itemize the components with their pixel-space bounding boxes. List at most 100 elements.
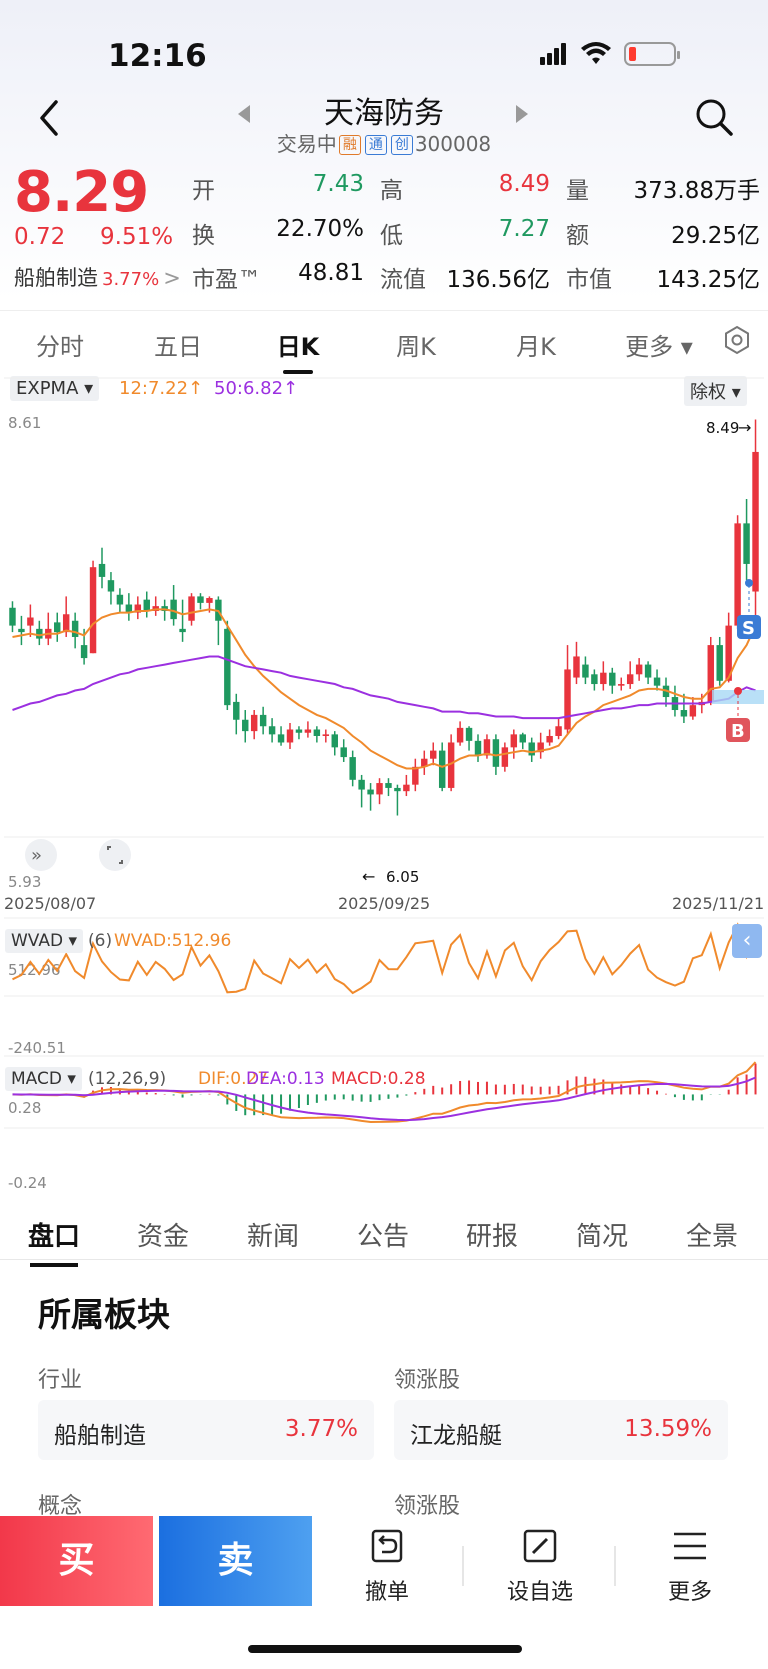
edit-icon bbox=[523, 1529, 557, 1563]
candle bbox=[197, 596, 204, 603]
stock-code: 300008 bbox=[414, 132, 492, 156]
more-button[interactable]: 更多 bbox=[630, 1528, 750, 1606]
content-tabs: 盘口 资金 新闻 公告 研报 简况 全景 bbox=[0, 1210, 768, 1267]
candle bbox=[546, 735, 553, 743]
fullscreen-button[interactable] bbox=[99, 839, 131, 871]
candle bbox=[716, 645, 723, 681]
add-watchlist-button[interactable]: 设自选 bbox=[480, 1528, 600, 1606]
battery-icon bbox=[624, 42, 680, 66]
tab-more[interactable]: 更多 ▾ bbox=[625, 333, 693, 361]
kline-chart[interactable]: 8.61 5.93 8.49 → ← 6.05 2025/08/07 2025/… bbox=[0, 370, 768, 1200]
candle bbox=[250, 714, 258, 732]
ema12-arrow-icon: ↑ bbox=[188, 378, 204, 399]
tab-announcements[interactable]: 公告 bbox=[357, 1222, 410, 1252]
candle bbox=[313, 729, 321, 736]
candle bbox=[98, 563, 106, 577]
prev-stock-arrow-icon[interactable] bbox=[238, 105, 250, 123]
tab-overview[interactable]: 全景 bbox=[686, 1222, 739, 1252]
candle bbox=[268, 726, 276, 735]
cancel-order-button[interactable]: 撤单 bbox=[327, 1528, 447, 1606]
connect-tag: 通 bbox=[364, 135, 387, 155]
wvad-line bbox=[12, 922, 757, 995]
industry-label: 行业 bbox=[38, 1368, 83, 1393]
open-value: 7.43 bbox=[312, 171, 364, 197]
sell-marker[interactable] bbox=[737, 615, 761, 639]
next-stock-arrow-icon[interactable] bbox=[516, 105, 528, 123]
candle bbox=[438, 750, 446, 788]
candle bbox=[501, 747, 509, 767]
tab-daily-k[interactable]: 日K bbox=[248, 327, 348, 374]
candle bbox=[206, 598, 213, 603]
price-change: 0.72 bbox=[14, 224, 66, 250]
candle bbox=[54, 622, 61, 633]
expand-chart-button[interactable] bbox=[25, 839, 57, 871]
volume-value: 373.88万手 bbox=[633, 178, 760, 204]
tab-news[interactable]: 新闻 bbox=[247, 1222, 300, 1252]
pe-value: 48.81 bbox=[298, 260, 364, 286]
sector-link[interactable]: 船舶制造 3.77% > bbox=[14, 262, 181, 292]
turnover-value: 22.70% bbox=[276, 216, 364, 242]
buy-marker-dot bbox=[734, 687, 742, 695]
indicator-select[interactable]: EXPMA ▾ bbox=[10, 376, 100, 401]
back-icon[interactable] bbox=[34, 98, 64, 138]
candle bbox=[179, 628, 186, 633]
wvad-param: (6) bbox=[88, 931, 113, 951]
buy-marker[interactable] bbox=[726, 718, 750, 742]
collapse-panel-button[interactable]: ‹ bbox=[732, 924, 762, 958]
industry-card[interactable]: 船舶制造 3.77% bbox=[38, 1400, 374, 1460]
tab-five-day[interactable]: 五日 bbox=[154, 333, 202, 361]
candle bbox=[447, 742, 455, 788]
candle bbox=[394, 787, 401, 792]
wvad-indicator-select[interactable]: WVAD ▾ bbox=[5, 929, 84, 953]
tab-weekly-k[interactable]: 周K bbox=[396, 333, 436, 361]
ema50-text: 50:6.82 bbox=[214, 378, 284, 399]
leader-label: 领涨股 bbox=[394, 1368, 461, 1393]
tab-monthly-k[interactable]: 月K bbox=[516, 333, 556, 361]
stock-subtitle: 交易中融通创 300008 bbox=[0, 128, 768, 157]
search-icon[interactable] bbox=[693, 96, 735, 138]
tab-research[interactable]: 研报 bbox=[466, 1222, 519, 1252]
candle bbox=[734, 523, 741, 626]
adjust-select[interactable]: 除权 ▾ bbox=[684, 376, 747, 406]
wvad-value: WVAD:512.96 bbox=[114, 931, 232, 951]
ema50-arrow-icon: ↑ bbox=[283, 378, 299, 399]
trading-status: 交易中 bbox=[276, 132, 337, 156]
ema12-value: 12:7.22↑ bbox=[119, 378, 203, 399]
tab-intraday[interactable]: 分时 bbox=[36, 333, 84, 361]
candle bbox=[618, 684, 625, 686]
candle bbox=[242, 719, 249, 732]
divider bbox=[462, 1546, 464, 1586]
candle bbox=[116, 594, 124, 605]
candle bbox=[725, 625, 732, 681]
ema50-line bbox=[12, 655, 756, 720]
date-mid: 2025/09/25 bbox=[338, 894, 430, 913]
candle bbox=[89, 567, 97, 654]
ema12-line bbox=[12, 608, 757, 770]
candle bbox=[483, 739, 491, 756]
candle bbox=[537, 742, 544, 753]
candle bbox=[277, 734, 285, 743]
buy-button[interactable]: 买 bbox=[0, 1516, 153, 1606]
candle bbox=[564, 669, 571, 730]
settings-icon[interactable] bbox=[722, 325, 752, 355]
price-change-pct: 9.51% bbox=[100, 224, 174, 250]
buy-marker-label: B bbox=[731, 721, 745, 742]
chevron-right-icon: > bbox=[163, 266, 181, 290]
sell-button[interactable]: 卖 bbox=[159, 1516, 312, 1606]
leader-card[interactable]: 江龙船艇 13.59% bbox=[394, 1400, 728, 1460]
industry-pct: 3.77% bbox=[284, 1416, 358, 1442]
high-marker-arrow-icon: → bbox=[738, 418, 751, 437]
candle bbox=[743, 523, 750, 564]
amount-value: 29.25亿 bbox=[671, 223, 760, 249]
home-indicator bbox=[248, 1645, 522, 1653]
candle bbox=[376, 783, 383, 795]
tab-funds[interactable]: 资金 bbox=[137, 1222, 190, 1252]
low-label: 低 bbox=[380, 223, 403, 249]
stock-name: 天海防务 bbox=[324, 96, 444, 131]
more-label: 更多 bbox=[667, 1580, 712, 1605]
tab-profile[interactable]: 简况 bbox=[576, 1222, 629, 1252]
macd-indicator-select[interactable]: MACD ▾ bbox=[5, 1067, 82, 1091]
industry-name: 船舶制造 bbox=[54, 1423, 146, 1449]
tab-handicap[interactable]: 盘口 bbox=[28, 1216, 80, 1267]
